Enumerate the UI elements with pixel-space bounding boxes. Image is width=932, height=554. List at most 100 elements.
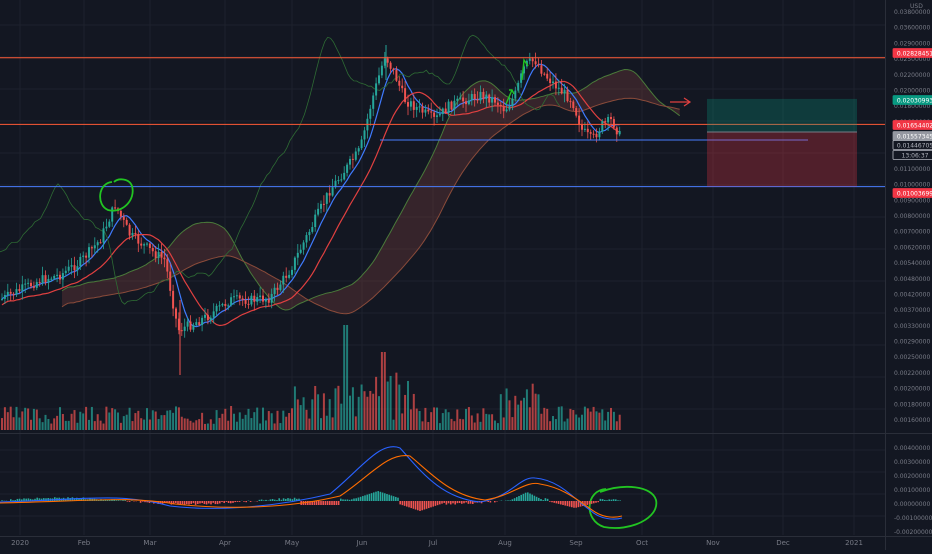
candle-body[interactable] [372,95,374,108]
candle-body[interactable] [4,295,6,299]
candle-body[interactable] [311,227,313,232]
candle-body[interactable] [485,95,487,100]
candle-body[interactable] [172,291,174,309]
candle-body[interactable] [569,101,571,102]
candle-body[interactable] [578,116,580,125]
candle-body[interactable] [427,110,429,112]
candle-body[interactable] [204,315,206,318]
candle-body[interactable] [395,70,397,81]
candle-body[interactable] [514,91,516,99]
candle-body[interactable] [7,292,9,295]
candle-body[interactable] [413,101,415,110]
candle-body[interactable] [581,125,583,130]
candle-body[interactable] [616,128,618,135]
candle-body[interactable] [352,159,354,160]
candle-body[interactable] [158,252,160,258]
candle-body[interactable] [343,173,345,180]
candle-body[interactable] [332,187,334,195]
candle-body[interactable] [314,215,316,227]
candle-body[interactable] [340,179,342,180]
candle-body[interactable] [619,131,621,134]
candle-body[interactable] [404,88,406,102]
candle-body[interactable] [601,121,603,131]
candle-body[interactable] [488,95,490,103]
candle-body[interactable] [175,309,177,319]
candle-body[interactable] [369,109,371,119]
candle-body[interactable] [33,286,35,288]
candle-body[interactable] [306,235,308,242]
candle-body[interactable] [390,63,392,69]
candle-body[interactable] [558,88,560,89]
candle-body[interactable] [152,248,154,251]
candle-body[interactable] [451,102,453,110]
candle-body[interactable] [143,244,145,245]
candle-body[interactable] [494,97,496,102]
candle-body[interactable] [190,322,192,330]
candle-body[interactable] [62,273,64,279]
candle-body[interactable] [18,289,20,291]
candle-body[interactable] [587,129,589,132]
candle-body[interactable] [387,58,389,62]
candle-body[interactable] [24,284,26,285]
candle-body[interactable] [297,253,299,258]
candle-body[interactable] [456,99,458,101]
candle-body[interactable] [30,283,32,286]
candle-body[interactable] [108,222,110,227]
candle-body[interactable] [85,256,87,258]
candle-body[interactable] [82,256,84,257]
candle-body[interactable] [308,232,310,235]
candle-body[interactable] [538,64,540,65]
candle-body[interactable] [500,105,502,106]
candle-body[interactable] [1,299,3,300]
candle-body[interactable] [161,252,163,258]
candle-body[interactable] [326,193,328,204]
candle-body[interactable] [91,247,93,248]
candle-body[interactable] [114,207,116,208]
candle-body[interactable] [465,101,467,104]
candle-body[interactable] [94,245,96,248]
candle-body[interactable] [21,284,23,291]
candle-body[interactable] [56,275,58,276]
candle-body[interactable] [259,296,261,297]
candle-body[interactable] [268,299,270,302]
candle-body[interactable] [201,318,203,325]
candle-body[interactable] [433,113,435,117]
candle-body[interactable] [253,296,255,302]
candle-body[interactable] [552,82,554,83]
candle-body[interactable] [181,330,183,331]
candle-body[interactable] [355,151,357,159]
candle-body[interactable] [607,117,609,122]
candle-body[interactable] [282,276,284,285]
candle-body[interactable] [572,102,574,109]
candle-body[interactable] [598,132,600,138]
candle-body[interactable] [97,242,99,245]
candle-body[interactable] [491,97,493,102]
candle-body[interactable] [349,159,351,165]
candle-body[interactable] [453,101,455,110]
candle-body[interactable] [445,109,447,113]
candle-body[interactable] [517,83,519,91]
candle-body[interactable] [166,259,168,271]
candle-body[interactable] [79,257,81,266]
candle-body[interactable] [126,220,128,225]
position-target-zone[interactable] [707,99,857,132]
candle-body[interactable] [358,148,360,151]
candle-body[interactable] [248,304,250,305]
candle-body[interactable] [227,305,229,306]
candle-body[interactable] [274,288,276,294]
candle-body[interactable] [221,304,223,305]
candle-body[interactable] [503,106,505,111]
candle-body[interactable] [250,296,252,305]
candle-body[interactable] [442,109,444,115]
candle-body[interactable] [277,288,279,290]
candle-body[interactable] [88,247,90,257]
candle-body[interactable] [169,272,171,291]
candle-body[interactable] [540,65,542,73]
candle-body[interactable] [462,98,464,102]
candle-body[interactable] [477,99,479,100]
candle-body[interactable] [613,119,615,127]
candle-body[interactable] [430,111,432,112]
position-stop-zone[interactable] [707,132,857,187]
candle-body[interactable] [76,266,78,270]
